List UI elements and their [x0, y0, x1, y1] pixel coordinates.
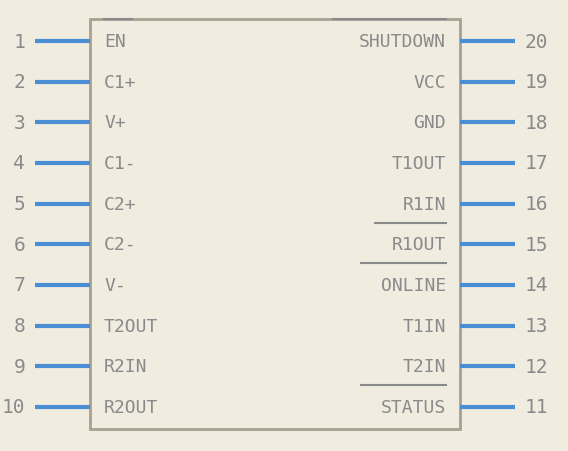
Text: 17: 17 — [525, 154, 549, 173]
Text: 11: 11 — [525, 398, 549, 417]
Text: EN: EN — [104, 33, 126, 51]
Text: ONLINE: ONLINE — [381, 276, 446, 295]
Text: 15: 15 — [525, 235, 549, 254]
Text: C2+: C2+ — [104, 195, 137, 213]
Text: 18: 18 — [525, 114, 549, 133]
Text: VCC: VCC — [414, 74, 446, 92]
Text: C1-: C1- — [104, 155, 137, 173]
Text: 12: 12 — [525, 357, 549, 376]
Text: 4: 4 — [13, 154, 25, 173]
Text: 19: 19 — [525, 73, 549, 92]
Text: T2OUT: T2OUT — [104, 317, 158, 335]
Text: V+: V+ — [104, 114, 126, 132]
Text: 7: 7 — [13, 276, 25, 295]
Text: 3: 3 — [13, 114, 25, 133]
Text: SHUTDOWN: SHUTDOWN — [359, 33, 446, 51]
Text: 16: 16 — [525, 195, 549, 214]
Text: 1: 1 — [13, 32, 25, 51]
Text: R2OUT: R2OUT — [104, 398, 158, 416]
Text: 8: 8 — [13, 317, 25, 336]
Text: T1IN: T1IN — [403, 317, 446, 335]
Text: T2IN: T2IN — [403, 358, 446, 376]
Text: 10: 10 — [2, 398, 25, 417]
Text: 14: 14 — [525, 276, 549, 295]
Text: R1OUT: R1OUT — [391, 236, 446, 254]
Text: GND: GND — [414, 114, 446, 132]
Text: 13: 13 — [525, 317, 549, 336]
Bar — [90, 20, 460, 429]
Text: STATUS: STATUS — [381, 398, 446, 416]
Text: V-: V- — [104, 276, 126, 295]
Text: 5: 5 — [13, 195, 25, 214]
Text: R1IN: R1IN — [403, 195, 446, 213]
Text: C1+: C1+ — [104, 74, 137, 92]
Text: 2: 2 — [13, 73, 25, 92]
Text: R2IN: R2IN — [104, 358, 148, 376]
Text: 20: 20 — [525, 32, 549, 51]
Text: T1OUT: T1OUT — [391, 155, 446, 173]
Text: 6: 6 — [13, 235, 25, 254]
Text: 9: 9 — [13, 357, 25, 376]
Text: C2-: C2- — [104, 236, 137, 254]
